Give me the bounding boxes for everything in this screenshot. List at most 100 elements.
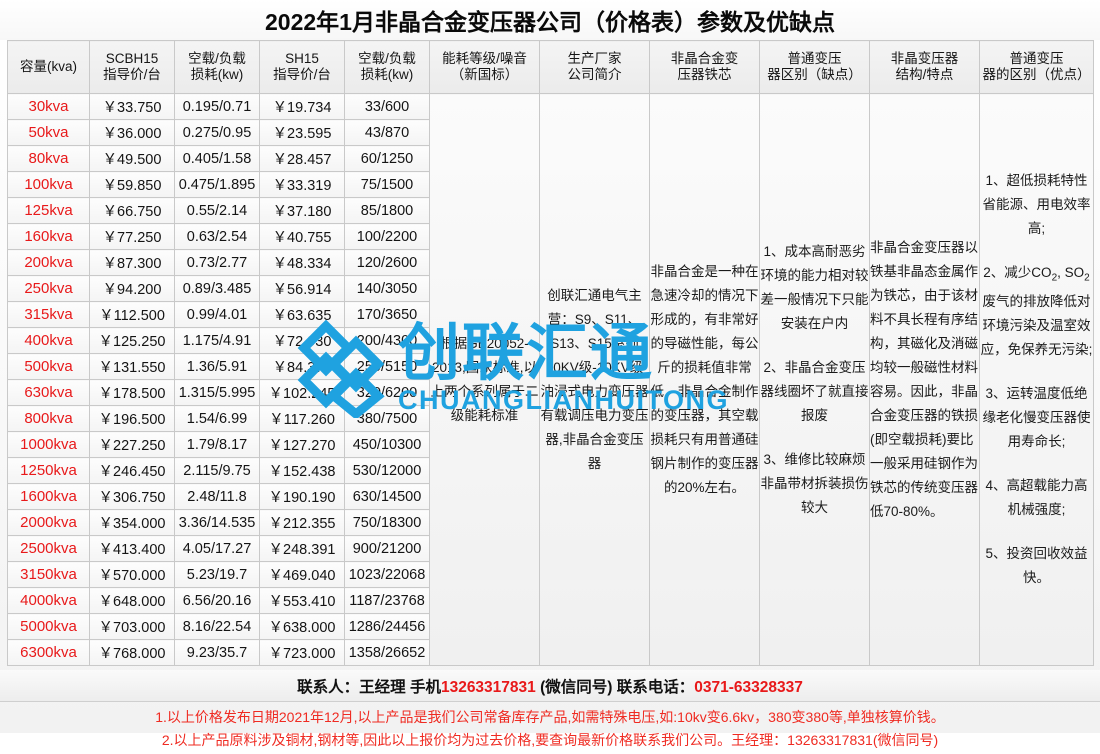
table-row: 50kva ￥36.000 0.275/0.95 ￥23.595 43/870	[7, 119, 1094, 146]
desc-disadvantages: 1、成本高耐恶劣环境的能力相对较差一般情况下只能安装在户内 2、非晶合金变压器线圈…	[759, 93, 870, 666]
cell-sh15-loss: 1286/24456	[344, 613, 430, 640]
cell-capacity: 2000kva	[7, 509, 90, 536]
cell-scbh15-price: ￥703.000	[89, 613, 175, 640]
cell-sh15-price: ￥723.000	[259, 639, 345, 666]
cell-sh15-loss: 43/870	[344, 119, 430, 146]
col-header-amorphous-core: 非晶合金变 压器铁芯	[649, 40, 760, 94]
cell-scbh15-loss: 0.55/2.14	[174, 197, 260, 224]
cell-capacity: 1250kva	[7, 457, 90, 484]
cell-scbh15-price: ￥246.450	[89, 457, 175, 484]
cell-scbh15-price: ￥77.250	[89, 223, 175, 250]
cell-sh15-loss: 320/6200	[344, 379, 430, 406]
cell-capacity: 50kva	[7, 119, 90, 146]
cell-sh15-loss: 630/14500	[344, 483, 430, 510]
cell-capacity: 4000kva	[7, 587, 90, 614]
table-row: 80kva ￥49.500 0.405/1.58 ￥28.457 60/1250	[7, 145, 1094, 172]
cell-sh15-loss: 750/18300	[344, 509, 430, 536]
col-header-amorphous-structure: 非晶变压器 结构/特点	[869, 40, 980, 94]
table-container: 容量(kva) SCBH15 指导价/台 空载/负载 损耗(kw) SH15 指…	[0, 40, 1100, 666]
col-header-scbh15-price: SCBH15 指导价/台	[89, 40, 175, 94]
table-row: 800kva ￥196.500 1.54/6.99 ￥117.260 380/7500	[7, 405, 1094, 432]
cell-scbh15-loss: 0.405/1.58	[174, 145, 260, 172]
cell-capacity: 500kva	[7, 353, 90, 380]
cell-sh15-loss: 900/21200	[344, 535, 430, 562]
cell-sh15-price: ￥28.457	[259, 145, 345, 172]
cell-capacity: 3150kva	[7, 561, 90, 588]
table-row: 125kva ￥66.750 0.55/2.14 ￥37.180 85/1800	[7, 197, 1094, 224]
cell-capacity: 800kva	[7, 405, 90, 432]
cell-sh15-price: ￥248.391	[259, 535, 345, 562]
table-row: 1000kva ￥227.250 1.79/8.17 ￥127.270 450/1030…	[7, 431, 1094, 458]
cell-capacity: 100kva	[7, 171, 90, 198]
price-table: 容量(kva) SCBH15 指导价/台 空载/负载 损耗(kw) SH15 指…	[7, 40, 1094, 666]
cell-scbh15-loss: 2.115/9.75	[174, 457, 260, 484]
cell-scbh15-price: ￥768.000	[89, 639, 175, 666]
table-row: 1250kva ￥246.450 2.115/9.75 ￥152.438 530/120…	[7, 457, 1094, 484]
cell-sh15-loss: 33/600	[344, 93, 430, 120]
cell-capacity: 80kva	[7, 145, 90, 172]
table-row: 6300kva ￥768.000 9.23/35.7 ￥723.000 1358/266…	[7, 639, 1094, 666]
cell-scbh15-price: ￥33.750	[89, 93, 175, 120]
page-title-bar: 2022年1月非晶合金变压器公司（价格表）参数及优缺点	[0, 0, 1100, 40]
table-row: 250kva ￥94.200 0.89/3.485 ￥56.914 140/3050	[7, 275, 1094, 302]
cell-sh15-price: ￥72.930	[259, 327, 345, 354]
contact-label-person: 联系人：王经理 手机	[297, 679, 441, 696]
cell-scbh15-loss: 2.48/11.8	[174, 483, 260, 510]
footer: 联系人：王经理 手机13263317831 (微信同号) 联系电话：0371-6…	[0, 666, 1100, 754]
table-row: 3150kva ￥570.000 5.23/19.7 ￥469.040 1023/220…	[7, 561, 1094, 588]
cell-scbh15-loss: 6.56/20.16	[174, 587, 260, 614]
cell-capacity: 200kva	[7, 249, 90, 276]
contact-label-tel: 联系电话：	[616, 679, 695, 696]
contact-line: 联系人：王经理 手机13263317831 (微信同号) 联系电话：0371-6…	[0, 670, 1100, 701]
col-header-scbh15-loss: 空载/负载 损耗(kw)	[174, 40, 260, 94]
cell-sh15-price: ￥212.355	[259, 509, 345, 536]
cell-scbh15-loss: 1.315/5.995	[174, 379, 260, 406]
cell-sh15-price: ￥48.334	[259, 249, 345, 276]
table-row: 5000kva ￥703.000 8.16/22.54 ￥638.000 1286/24…	[7, 613, 1094, 640]
cell-scbh15-loss: 0.73/2.77	[174, 249, 260, 276]
cell-sh15-loss: 60/1250	[344, 145, 430, 172]
desc-amorphous-core: 非晶合金是一种在急速冷却的情况下形成的，有非常好的导磁性能，每公斤的损耗值非常低…	[649, 93, 760, 666]
cell-sh15-price: ￥40.755	[259, 223, 345, 250]
contact-wechat-note: (微信同号)	[535, 679, 617, 696]
cell-capacity: 250kva	[7, 275, 90, 302]
table-row: 160kva ￥77.250 0.63/2.54 ￥40.755 100/2200	[7, 223, 1094, 250]
cell-scbh15-loss: 0.195/0.71	[174, 93, 260, 120]
cell-scbh15-loss: 0.99/4.01	[174, 301, 260, 328]
desc-advantages: 1、超低损耗特性省能源、用电效率高; 2、减少CO2, SO2废气的排放降低对环境…	[979, 93, 1094, 666]
notes-block: 1.以上价格发布日期2021年12月,以上产品是我们公司常备库存产品,如需特殊电…	[0, 701, 1100, 754]
cell-sh15-price: ￥469.040	[259, 561, 345, 588]
col-header-company-intro: 生产厂家 公司简介	[539, 40, 650, 94]
cell-capacity: 160kva	[7, 223, 90, 250]
cell-sh15-price: ￥152.438	[259, 457, 345, 484]
cell-capacity: 2500kva	[7, 535, 90, 562]
col-header-sh15-price: SH15 指导价/台	[259, 40, 345, 94]
cell-sh15-loss: 200/4300	[344, 327, 430, 354]
contact-mobile: 13263317831	[440, 679, 536, 696]
table-row: 315kva ￥112.500 0.99/4.01 ￥63.635 170/3650	[7, 301, 1094, 328]
cell-sh15-price: ￥190.190	[259, 483, 345, 510]
cell-scbh15-price: ￥94.200	[89, 275, 175, 302]
col-header-energy-grade: 能耗等级/噪音 （新国标）	[429, 40, 540, 94]
cell-scbh15-price: ￥306.750	[89, 483, 175, 510]
cell-sh15-price: ￥127.270	[259, 431, 345, 458]
cell-sh15-price: ￥56.914	[259, 275, 345, 302]
cell-scbh15-loss: 1.54/6.99	[174, 405, 260, 432]
col-header-sh15-loss: 空载/负载 损耗(kw)	[344, 40, 430, 94]
cell-scbh15-price: ￥413.400	[89, 535, 175, 562]
cell-scbh15-loss: 8.16/22.54	[174, 613, 260, 640]
cell-scbh15-price: ￥59.850	[89, 171, 175, 198]
cell-capacity: 5000kva	[7, 613, 90, 640]
cell-scbh15-price: ￥112.500	[89, 301, 175, 328]
desc-energy-standard: 根据GB20052-2013,国家标准,以上两个系列属于二级能耗标准	[429, 93, 540, 666]
table-row: 200kva ￥87.300 0.73/2.77 ￥48.334 120/2600	[7, 249, 1094, 276]
cell-scbh15-loss: 0.275/0.95	[174, 119, 260, 146]
cell-sh15-price: ￥19.734	[259, 93, 345, 120]
note-line-1: 1.以上价格发布日期2021年12月,以上产品是我们公司常备库存产品,如需特殊电…	[155, 709, 945, 725]
table-header: 容量(kva) SCBH15 指导价/台 空载/负载 损耗(kw) SH15 指…	[7, 40, 1094, 94]
cell-sh15-price: ￥23.595	[259, 119, 345, 146]
table-row: 2000kva ￥354.000 3.36/14.535 ￥212.355 750/18…	[7, 509, 1094, 536]
cell-capacity: 125kva	[7, 197, 90, 224]
cell-sh15-price: ￥638.000	[259, 613, 345, 640]
cell-sh15-loss: 1358/26652	[344, 639, 430, 666]
